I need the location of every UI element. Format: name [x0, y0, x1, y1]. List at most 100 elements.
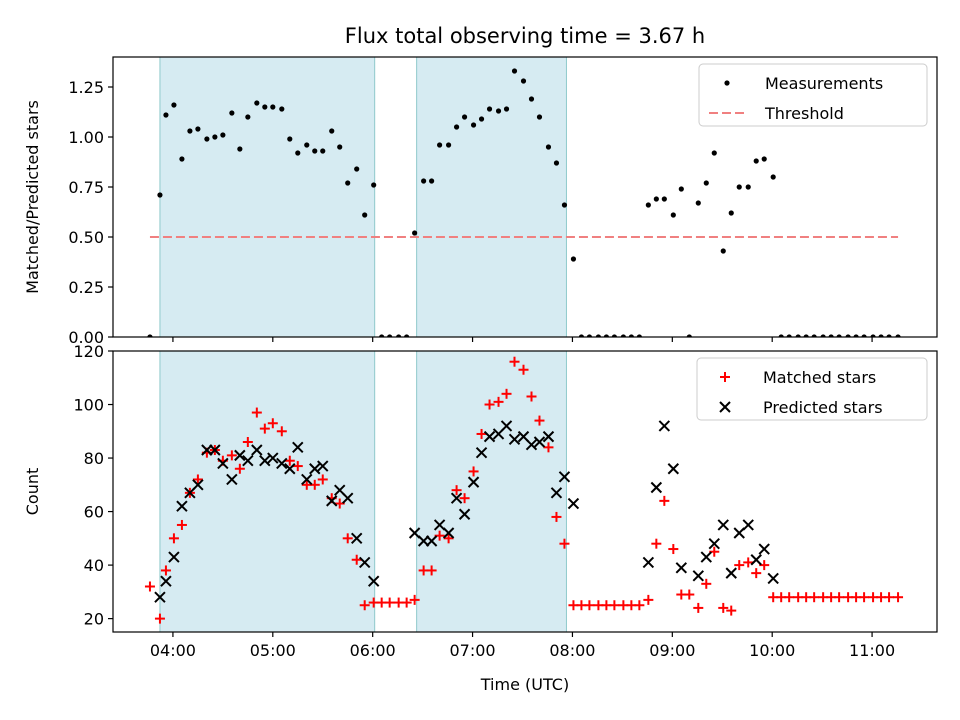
matched-star-point	[226, 450, 237, 461]
matched-star-point	[726, 605, 737, 616]
matched-star-point	[659, 495, 670, 506]
measurement-point	[495, 108, 502, 114]
shaded-interval	[416, 350, 567, 633]
measurement-point	[778, 334, 784, 337]
predicted-star-point	[309, 463, 321, 475]
matched-star-point	[518, 364, 529, 375]
measurement-point	[412, 230, 418, 236]
predicted-star-point	[234, 449, 246, 462]
predicted-star-point	[326, 495, 338, 507]
predicted-star-point	[542, 430, 555, 443]
predicted-star-point	[525, 438, 538, 451]
measurement-point	[670, 212, 676, 218]
predicted-star-point	[276, 457, 288, 470]
y-tick-label: 0.00	[68, 328, 104, 347]
marker-stroke	[276, 457, 288, 470]
predicted-star-point	[176, 500, 188, 512]
predicted-star-point	[301, 473, 313, 486]
marker-stroke	[550, 487, 563, 499]
marker-stroke	[567, 497, 580, 510]
matched-star-point	[751, 568, 762, 579]
measurement-point	[620, 334, 626, 337]
marker-stroke	[367, 575, 380, 587]
marker-stroke	[259, 455, 271, 467]
predicted-star-point	[742, 519, 754, 531]
marker-stroke	[458, 508, 471, 520]
y-axis-label: Matched/Predicted stars	[23, 100, 42, 294]
y-tick-label: 0.75	[68, 178, 104, 197]
measurement-point	[661, 196, 667, 202]
marker-stroke	[708, 537, 720, 550]
matched-star-point	[543, 442, 554, 453]
measurement-point	[728, 210, 734, 216]
predicted-star-point	[154, 591, 166, 603]
predicted-star-point	[750, 554, 762, 566]
measurement-point	[345, 180, 351, 186]
marker-stroke	[742, 519, 754, 531]
marker-stroke	[342, 492, 354, 504]
matched-star-point	[501, 388, 512, 399]
measurement-point	[195, 126, 201, 132]
measurement-point	[187, 128, 193, 134]
marker-stroke	[667, 463, 680, 475]
matched-star-point	[684, 589, 695, 600]
matched-star-point	[643, 594, 654, 605]
y-tick-label: 120	[73, 342, 104, 361]
predicted-star-point	[209, 444, 221, 456]
matched-star-point	[251, 407, 262, 418]
measurement-point	[503, 106, 510, 112]
matched-star-point	[584, 600, 595, 611]
marker-stroke	[284, 463, 296, 475]
legend-box	[696, 357, 928, 421]
measurement-point	[163, 112, 169, 118]
measurement-point	[770, 174, 776, 180]
measurement-point	[836, 334, 842, 337]
measurement-point	[295, 150, 301, 156]
marker-stroke	[176, 500, 188, 512]
predicted-star-point	[367, 575, 380, 587]
shaded-interval	[159, 56, 376, 338]
predicted-star-point	[168, 551, 180, 563]
measurement-point	[453, 124, 460, 130]
matched-star-point	[292, 461, 303, 472]
y-tick-label: 1.25	[68, 78, 104, 97]
marker-stroke	[408, 527, 421, 539]
predicted-star-point	[675, 562, 688, 574]
legend-label: Threshold	[764, 104, 844, 123]
measurement-point	[611, 334, 617, 337]
matched-star-point	[276, 426, 287, 437]
measurement-point	[886, 334, 892, 337]
matched-star-point	[242, 436, 253, 447]
matched-star-point	[784, 592, 795, 603]
measurement-point	[254, 100, 260, 106]
matched-star-point	[176, 519, 187, 530]
matched-star-point	[168, 533, 179, 544]
measurement-point	[220, 132, 226, 138]
matched-star-point	[759, 560, 770, 571]
matched-star-point	[526, 391, 537, 402]
measurement-point	[354, 166, 360, 172]
matched-star-point	[693, 602, 704, 613]
predicted-star-point	[259, 455, 271, 467]
x-tick-label: 11:00	[849, 641, 895, 660]
matched-star-point	[809, 592, 820, 603]
marker-stroke	[758, 543, 770, 555]
predicted-star-point	[642, 556, 655, 569]
predicted-star-point	[567, 497, 580, 510]
axes-frame	[112, 350, 938, 633]
marker-stroke	[475, 446, 488, 459]
measurement-point	[262, 104, 268, 110]
matched-star-point	[701, 578, 712, 589]
measurement-point	[820, 334, 826, 337]
predicted-star-point	[408, 527, 421, 539]
measurement-point	[212, 134, 218, 140]
y-tick-label: 60	[84, 503, 104, 522]
marker-stroke	[267, 452, 279, 464]
measurement-point	[736, 184, 742, 190]
legend-marker-dot	[724, 80, 730, 86]
marker-stroke	[326, 495, 338, 507]
matched-star-point	[334, 498, 345, 509]
marker-stroke	[675, 562, 688, 574]
measurement-point	[511, 68, 518, 74]
matched-star-point	[493, 396, 504, 407]
